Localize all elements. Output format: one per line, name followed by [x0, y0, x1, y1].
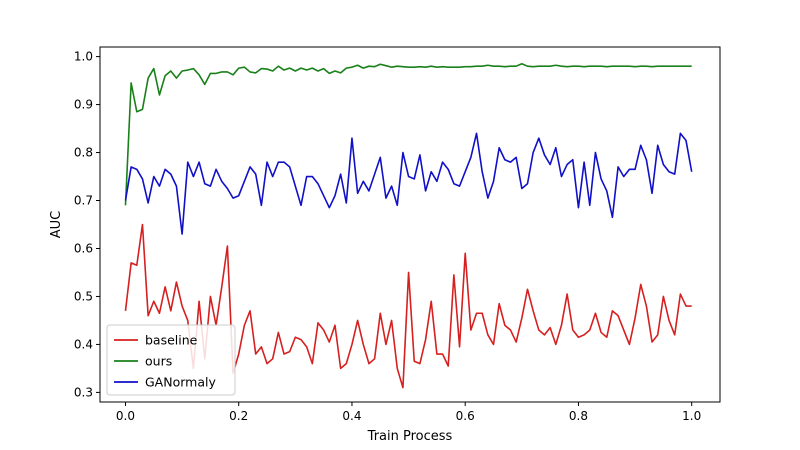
series-line-baseline — [124, 223, 692, 389]
series-line-ganormaly — [124, 132, 693, 235]
legend-label-ganormaly: GANormaly — [145, 375, 216, 390]
series-line-ours — [124, 62, 692, 206]
y-tick-label: 0.5 — [74, 289, 93, 303]
x-tick-label: 1.0 — [682, 409, 701, 423]
y-axis-label: AUC — [49, 211, 64, 239]
y-tick-label: 0.8 — [74, 146, 93, 160]
x-tick-label: 0.2 — [229, 409, 248, 423]
x-tick-label: 0.0 — [116, 409, 135, 423]
legend-label-ours: ours — [145, 354, 172, 369]
y-tick-label: 0.3 — [74, 385, 93, 399]
x-tick-label: 0.4 — [342, 409, 361, 423]
y-tick-label: 0.9 — [74, 98, 93, 112]
legend: baseline ours GANormaly — [106, 324, 236, 396]
x-axis-label: Train Process — [367, 429, 453, 444]
y-axis: 0.3 0.4 0.5 0.6 0.7 0.8 0.9 1.0 — [74, 50, 100, 399]
y-tick-label: 1.0 — [74, 50, 93, 64]
y-tick-label: 0.7 — [74, 194, 93, 208]
legend-box — [106, 324, 236, 396]
y-tick-label: 0.6 — [74, 241, 93, 255]
y-tick-label: 0.4 — [74, 337, 93, 351]
legend-label-baseline: baseline — [145, 333, 198, 348]
plot-frame — [99, 46, 721, 403]
series-layer — [124, 62, 693, 389]
x-axis: 0.0 0.2 0.4 0.6 0.8 1.0 — [116, 402, 701, 423]
x-tick-label: 0.6 — [456, 409, 475, 423]
x-tick-label: 0.8 — [569, 409, 588, 423]
